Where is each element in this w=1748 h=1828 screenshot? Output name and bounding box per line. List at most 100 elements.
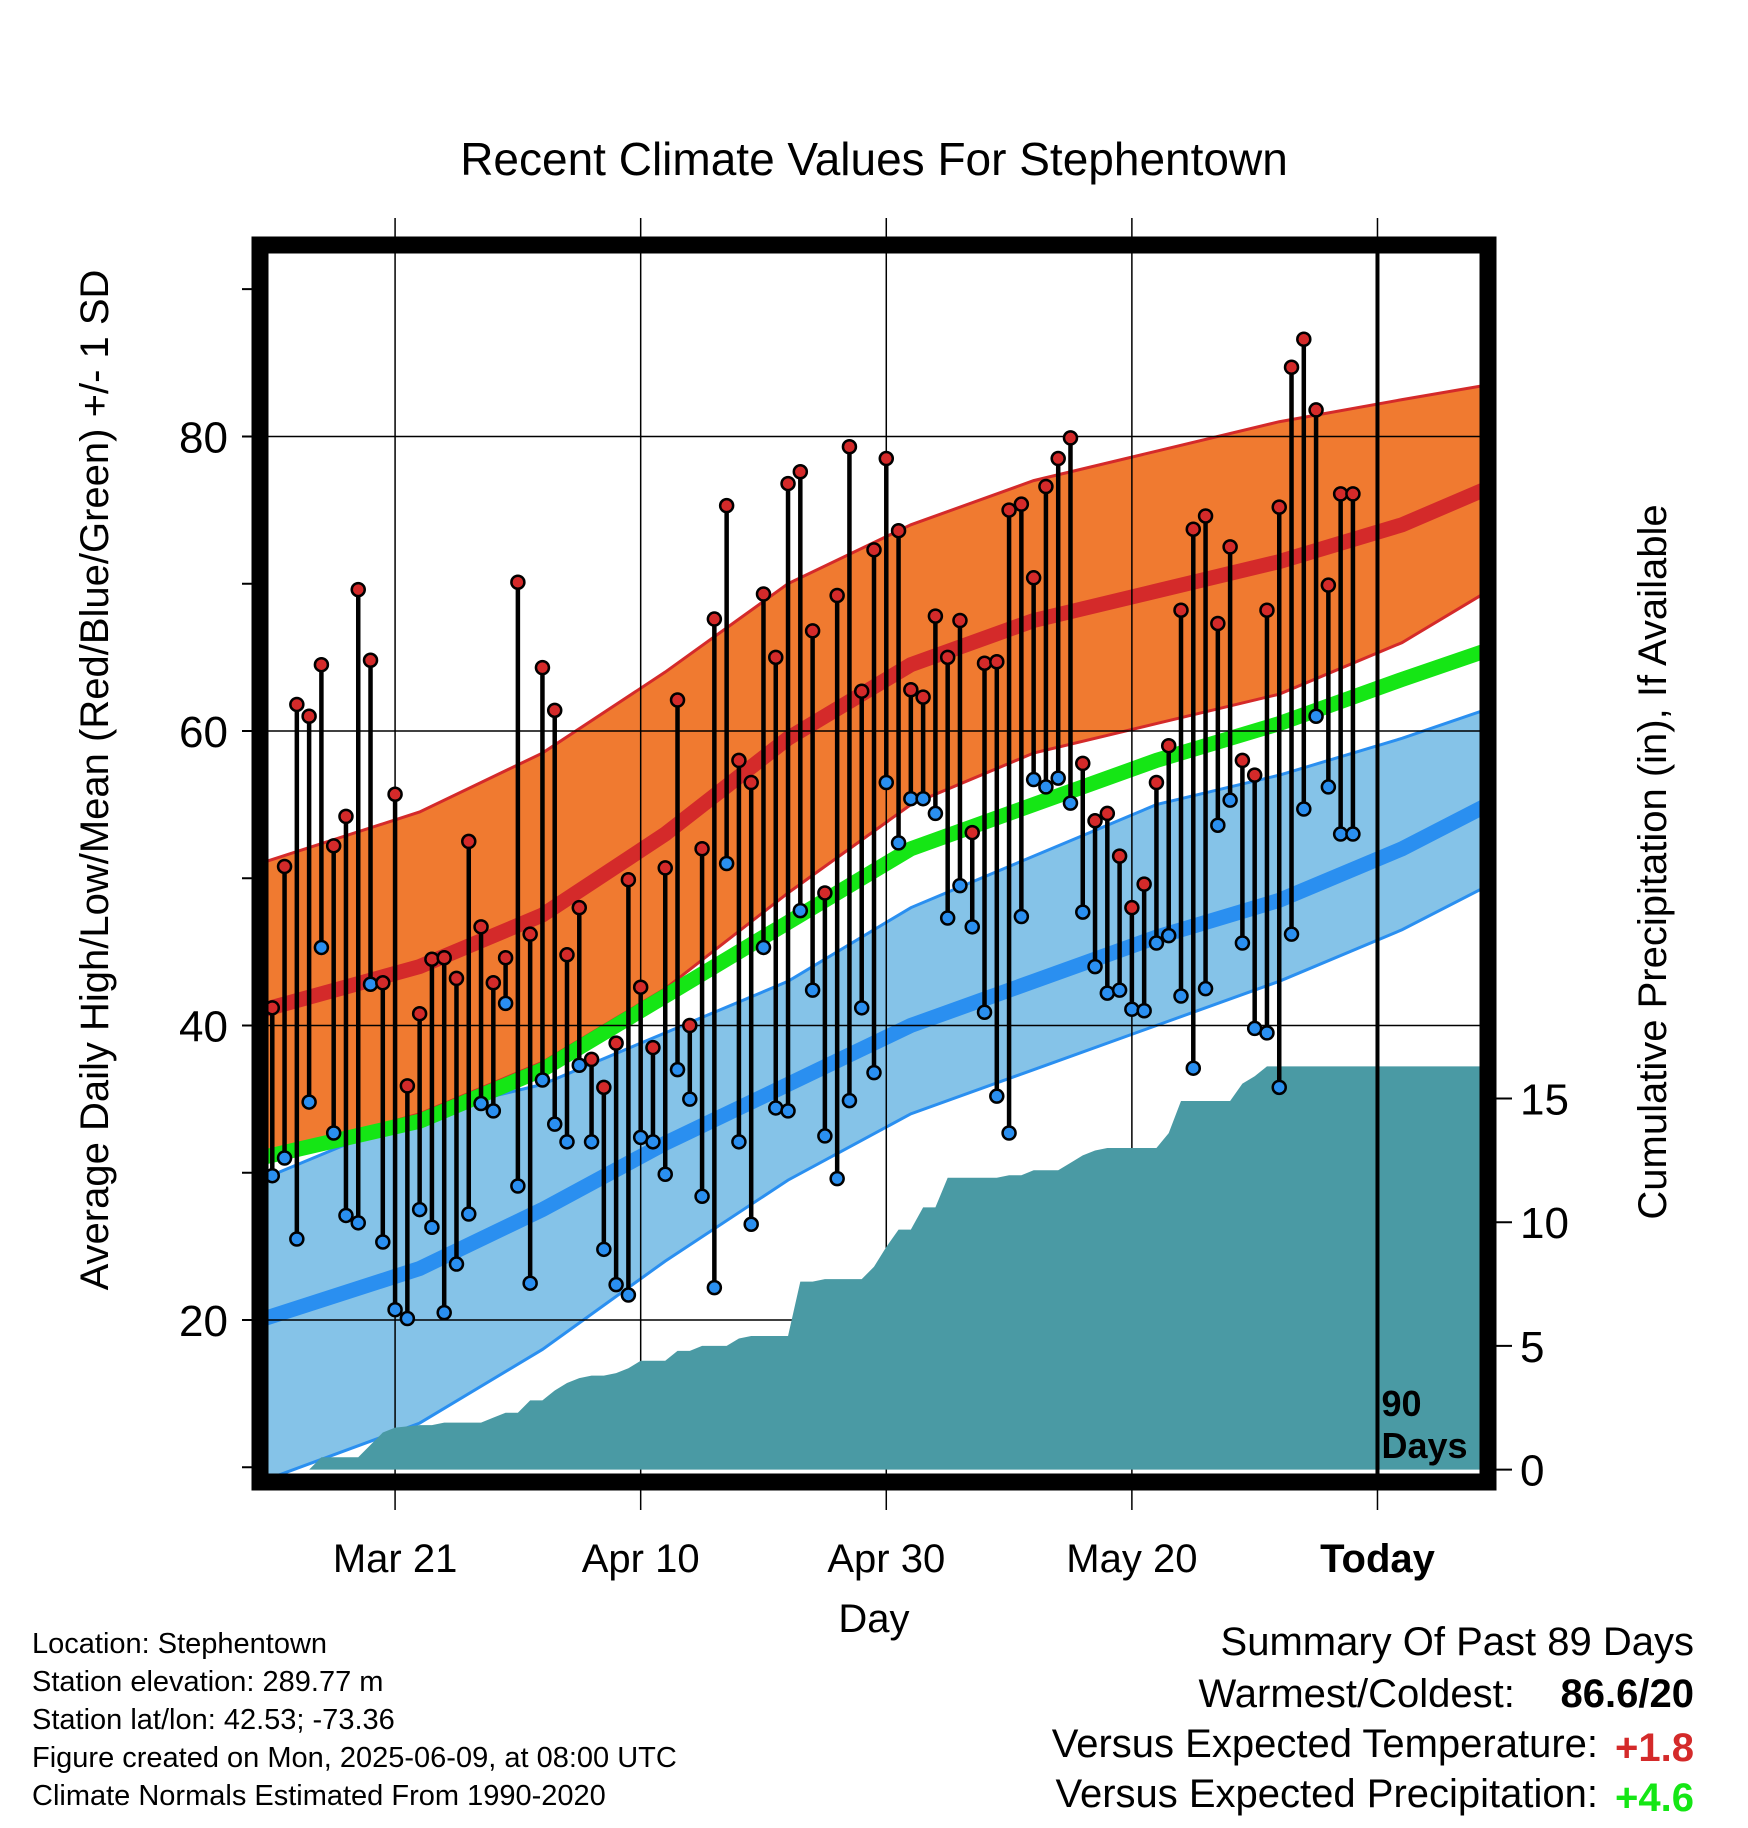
footer-location: Location: Stephentown [32,1628,328,1660]
high-point [1185,521,1202,537]
low-lower-edge [260,884,1488,1482]
summary-temp-value: +1.8 [1615,1726,1694,1771]
high-point [1296,331,1312,347]
low-point [571,1057,588,1073]
low-point [436,1304,452,1321]
low-point [1050,770,1066,786]
low-point [792,902,809,919]
high-point [338,808,354,825]
high-point [669,692,686,708]
high-point [780,475,796,492]
y2-axis-label: Cumulative Precipitation (in), If Availa… [1631,504,1675,1219]
high-point [1345,486,1361,502]
high-point [817,885,833,901]
high-point [939,649,956,666]
low-point [399,1310,416,1327]
low-point [350,1215,366,1231]
high-point [608,1035,624,1051]
high-point [1246,767,1263,783]
high-point [1283,359,1300,375]
high-point [1197,508,1214,524]
low-point [1259,1025,1275,1041]
low-point [1308,708,1324,724]
footer-normals: Climate Normals Estimated From 1990-2020 [32,1780,606,1812]
low-point [559,1134,575,1150]
high-point [657,860,673,876]
low-point [338,1207,354,1224]
low-point [682,1091,698,1107]
high-point [1087,813,1103,829]
high-point [546,702,563,719]
high-point [853,683,870,699]
high-point [976,655,993,671]
low-point [706,1279,723,1296]
low-point [546,1116,563,1132]
high-point [596,1079,612,1096]
low-point [927,805,944,822]
summary-precip-value-text: +4.6 [1615,1776,1694,1820]
x-tick-label: Apr 30 [827,1537,945,1581]
high-point [952,612,968,629]
high-point [313,656,330,673]
x-axis-label: Day [838,1597,909,1641]
high-point [620,871,637,888]
high-point [350,581,366,598]
high-point [1111,848,1128,864]
high-point [1050,450,1066,467]
high-point [1075,755,1091,772]
low-point [1062,795,1079,811]
high-point [645,1039,661,1056]
low-point [375,1234,391,1250]
high-point [448,970,465,987]
y2-tick-label: 10 [1520,1199,1569,1248]
low-point [1001,1125,1017,1141]
high-point [276,858,293,875]
low-point [1185,1060,1202,1076]
high-point [559,947,575,963]
low-point [853,1000,870,1016]
low-point [989,1088,1005,1104]
high-point [829,587,845,604]
low-point [768,1100,784,1116]
high-point [1062,430,1079,446]
high-point [1222,539,1238,555]
low-point [1271,1079,1287,1096]
low-point [669,1061,686,1078]
high-point [1259,602,1275,618]
low-point [731,1134,747,1150]
today-label-days: Days [1381,1425,1467,1466]
high-point [792,464,809,480]
low-point [1124,1001,1140,1018]
high-point [731,752,747,769]
high-point [632,979,649,995]
low-point [1320,779,1337,795]
high-point [841,438,858,455]
high-point [1124,899,1140,916]
high-point [903,681,919,698]
low-point [718,855,735,872]
y-tick-label: 40 [179,1002,228,1051]
high-point [743,774,759,791]
high-point [522,926,538,942]
y2-tick-label: 15 [1520,1076,1569,1125]
chart-title: Recent Climate Values For Stephentown [460,133,1288,185]
high-point [1001,502,1017,518]
high-point [362,652,379,669]
low-point [1173,988,1189,1004]
high-point [718,497,735,514]
low-point [534,1072,551,1088]
x-tick-label: Today [1320,1537,1436,1581]
low-point [424,1219,440,1235]
high-point [301,708,317,724]
low-point [1038,779,1054,795]
low-point [964,919,980,935]
x-tick-label: Apr 10 [582,1537,700,1581]
high-point [1210,615,1226,632]
low-point [620,1287,637,1303]
high-point [375,975,391,991]
low-point [387,1301,403,1318]
high-point [694,841,710,857]
high-point [706,611,723,627]
high-point [510,574,526,590]
